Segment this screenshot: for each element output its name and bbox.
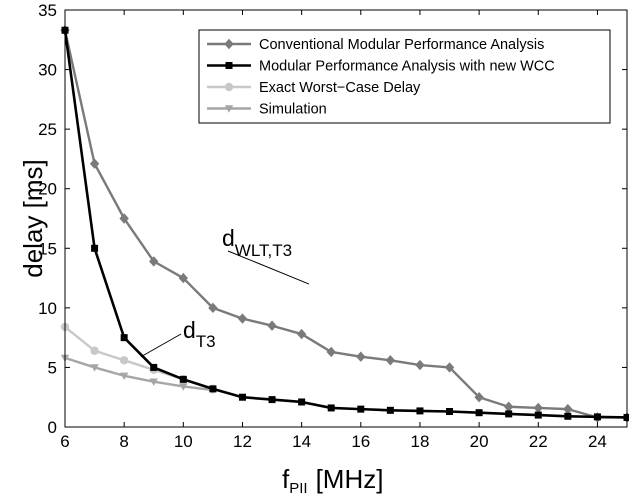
data-point [327, 404, 335, 412]
x-tick-label: 20 [470, 432, 489, 451]
data-point [416, 407, 424, 415]
data-point [356, 351, 366, 362]
data-point [357, 405, 365, 413]
legend-label: Modular Performance Analysis with new WC… [259, 59, 555, 75]
y-tick-label: 0 [48, 418, 57, 437]
data-point [150, 363, 158, 371]
data-point [268, 396, 276, 404]
y-tick-label: 30 [38, 61, 57, 80]
legend-label: Exact Worst−Case Delay [259, 80, 421, 96]
data-point [326, 346, 336, 358]
data-point [238, 393, 246, 401]
data-point [178, 272, 189, 284]
x-tick-label: 24 [588, 432, 607, 451]
data-point [475, 409, 483, 417]
data-point [90, 346, 99, 355]
y-tick-label: 5 [48, 358, 57, 377]
annotation-d-t3: dT3 [183, 317, 216, 351]
x-axis-label-subscript: PII [289, 480, 307, 497]
data-point [119, 372, 129, 380]
legend-label: Simulation [259, 102, 327, 118]
data-point [415, 359, 425, 371]
legend-label: Conventional Modular Performance Analysi… [259, 37, 544, 53]
annotation-d-wlt-t3: dWLT,T3 [222, 225, 292, 260]
data-point [225, 62, 233, 69]
y-tick-label: 20 [38, 180, 57, 199]
y-axis-label: delay [ms] [18, 159, 48, 278]
data-point [237, 313, 248, 324]
annotation-leader [140, 333, 182, 358]
data-point [474, 392, 484, 403]
data-point [208, 302, 218, 314]
data-point [179, 383, 188, 391]
data-point [119, 356, 129, 365]
y-tick-label: 10 [38, 299, 57, 318]
y-tick-label: 15 [38, 239, 57, 258]
annotation-leader [227, 250, 310, 285]
data-point [533, 402, 543, 414]
data-point [444, 362, 455, 373]
data-point [149, 378, 158, 386]
y-tick-label: 25 [38, 120, 57, 139]
data-point [298, 398, 306, 406]
series-line [63, 30, 628, 419]
data-point [120, 334, 128, 342]
data-point [503, 401, 514, 412]
data-point [385, 355, 396, 366]
data-point [563, 403, 573, 415]
annotation-base: d [183, 317, 196, 343]
data-point [296, 328, 307, 340]
x-tick-label: 16 [351, 432, 370, 451]
data-point [224, 38, 234, 50]
data-point [224, 82, 234, 92]
annotation-base: d [222, 225, 235, 251]
legend-box [198, 29, 611, 124]
data-point [386, 406, 394, 414]
x-axis-label-main: f [282, 464, 290, 494]
axes-layer: 6 8 10 12 14 16 18 20 22 24 0 5 10 15 20 25 30 35 [38, 1, 627, 451]
annotation-subscript: WLT,T3 [235, 241, 292, 260]
legend: Conventional Modular Performance Analysi… [198, 29, 611, 124]
y-tick-label: 35 [38, 1, 57, 20]
data-point [209, 385, 217, 393]
x-tick-label: 10 [174, 432, 193, 451]
x-tick-label: 22 [529, 432, 548, 451]
data-point [179, 375, 187, 383]
data-point [119, 213, 129, 224]
data-point [534, 411, 542, 419]
data-point [149, 256, 159, 267]
data-point [623, 413, 629, 421]
data-point [593, 413, 601, 421]
data-point [446, 408, 454, 416]
x-tick-label: 6 [60, 432, 69, 451]
data-point [505, 410, 513, 418]
x-tick-label: 8 [119, 432, 128, 451]
annotation-subscript: T3 [196, 332, 216, 351]
data-point [224, 105, 234, 113]
data-point [564, 412, 572, 420]
data-point [90, 364, 99, 372]
x-tick-label: 12 [233, 432, 252, 451]
data-point [89, 158, 100, 169]
plot-frame [64, 9, 628, 428]
series-layer [60, 25, 629, 423]
series-line [64, 356, 214, 392]
series-line [63, 29, 627, 419]
data-point [91, 244, 99, 252]
x-tick-label: 14 [292, 432, 311, 451]
x-axis-label-unit: [MHz] [316, 464, 384, 494]
data-point [267, 320, 277, 331]
x-axis-label: fPII [MHz] [282, 464, 383, 497]
x-tick-label: 18 [410, 432, 429, 451]
